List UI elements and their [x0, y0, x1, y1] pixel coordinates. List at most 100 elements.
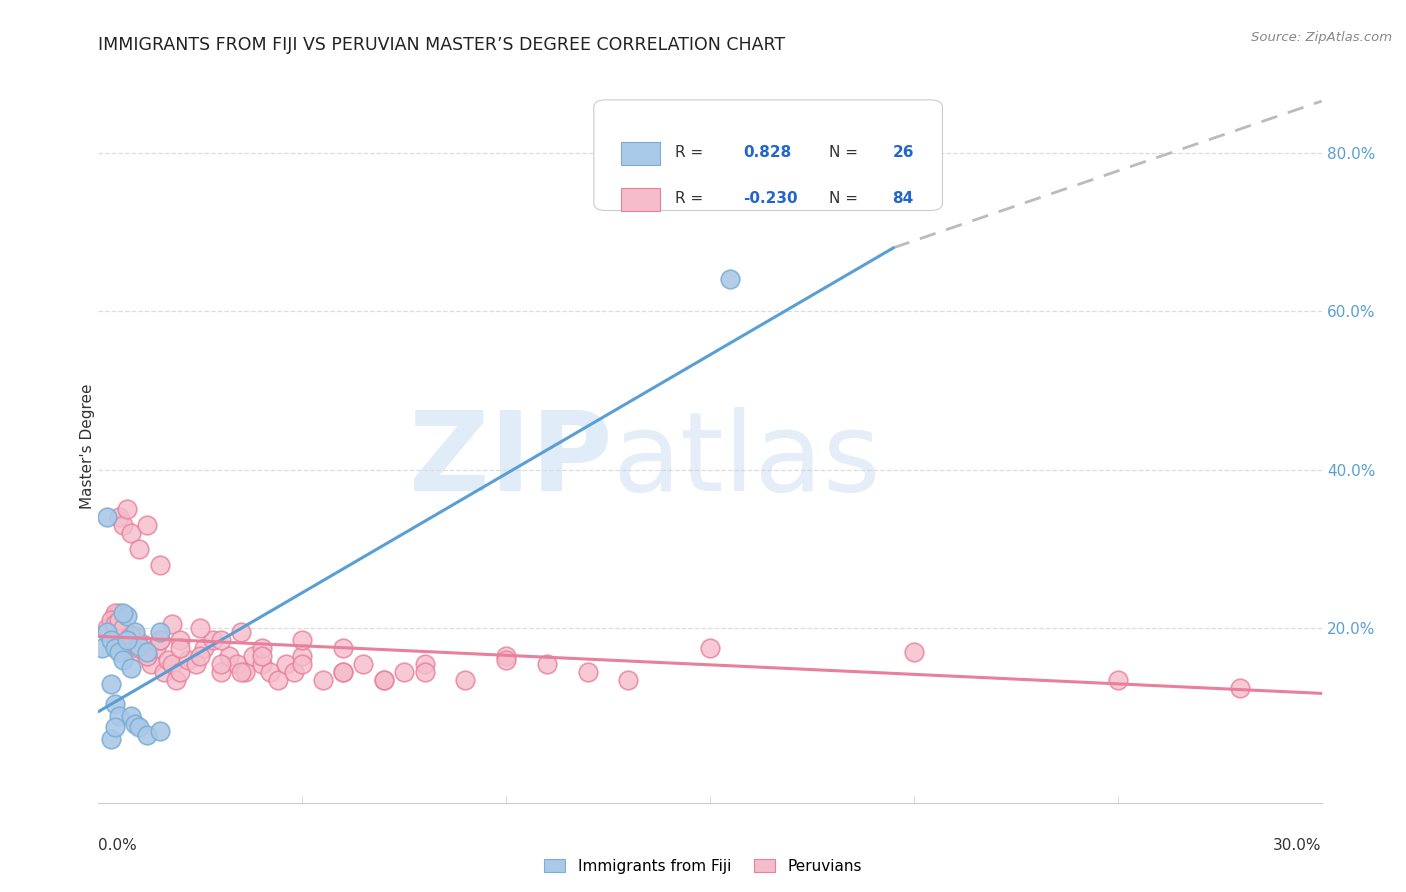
- Point: [699, 641, 721, 656]
- Point: [186, 657, 208, 671]
- Point: [413, 657, 436, 671]
- Point: [209, 633, 232, 648]
- Point: [231, 665, 253, 679]
- Point: [373, 673, 395, 687]
- FancyBboxPatch shape: [620, 142, 659, 165]
- Point: [145, 641, 167, 656]
- Point: [120, 661, 142, 675]
- Point: [91, 641, 114, 656]
- Text: R =: R =: [675, 145, 703, 160]
- Point: [454, 673, 477, 687]
- Point: [115, 633, 138, 648]
- Point: [160, 617, 183, 632]
- Point: [242, 649, 264, 664]
- Point: [136, 649, 159, 664]
- Point: [231, 625, 253, 640]
- Point: [120, 708, 142, 723]
- Point: [136, 728, 159, 742]
- Point: [120, 526, 142, 541]
- Point: [111, 633, 134, 648]
- Point: [128, 721, 150, 735]
- Point: [115, 502, 138, 516]
- Point: [128, 645, 150, 659]
- Point: [108, 606, 131, 620]
- Point: [104, 606, 127, 620]
- Point: [188, 649, 212, 664]
- Point: [536, 657, 558, 671]
- Text: N =: N =: [828, 191, 858, 206]
- Point: [332, 641, 354, 656]
- Point: [332, 665, 354, 679]
- Point: [111, 518, 134, 533]
- Point: [96, 625, 118, 640]
- Point: [115, 609, 138, 624]
- Point: [267, 673, 290, 687]
- Point: [149, 633, 172, 648]
- Point: [1229, 681, 1251, 695]
- Point: [250, 649, 273, 664]
- Point: [274, 657, 297, 671]
- Point: [250, 641, 273, 656]
- Text: 26: 26: [893, 145, 914, 160]
- FancyBboxPatch shape: [620, 188, 659, 211]
- Point: [495, 653, 517, 667]
- Point: [104, 641, 127, 656]
- Point: [108, 708, 131, 723]
- Point: [104, 697, 127, 711]
- Point: [141, 657, 163, 671]
- Point: [104, 617, 127, 632]
- Point: [188, 621, 212, 635]
- Point: [903, 645, 925, 659]
- Point: [259, 665, 281, 679]
- Text: 84: 84: [893, 191, 914, 206]
- Text: ZIP: ZIP: [409, 407, 612, 514]
- Point: [96, 621, 118, 635]
- Point: [250, 657, 273, 671]
- Point: [149, 558, 172, 572]
- Point: [100, 732, 122, 747]
- Point: [136, 649, 159, 664]
- FancyBboxPatch shape: [593, 100, 942, 211]
- Point: [111, 606, 134, 620]
- Text: -0.230: -0.230: [742, 191, 797, 206]
- Point: [156, 653, 179, 667]
- Point: [128, 542, 150, 557]
- Point: [124, 625, 146, 640]
- Legend: Immigrants from Fiji, Peruvians: Immigrants from Fiji, Peruvians: [538, 853, 868, 880]
- Text: 30.0%: 30.0%: [1274, 838, 1322, 854]
- Point: [169, 641, 191, 656]
- Point: [136, 518, 159, 533]
- Point: [201, 633, 224, 648]
- Point: [128, 639, 150, 653]
- Point: [291, 657, 314, 671]
- Point: [132, 637, 155, 651]
- Point: [120, 641, 142, 656]
- Point: [617, 673, 640, 687]
- Point: [165, 673, 187, 687]
- Point: [312, 673, 335, 687]
- Point: [136, 645, 159, 659]
- Point: [291, 633, 314, 648]
- Point: [209, 657, 232, 671]
- Text: R =: R =: [675, 191, 703, 206]
- Point: [120, 629, 142, 643]
- Point: [100, 633, 122, 648]
- Point: [149, 633, 172, 648]
- Point: [100, 614, 122, 628]
- Point: [332, 665, 354, 679]
- Point: [413, 665, 436, 679]
- Point: [1107, 673, 1129, 687]
- Text: atlas: atlas: [612, 407, 880, 514]
- Point: [169, 633, 191, 648]
- Text: 0.828: 0.828: [742, 145, 792, 160]
- Point: [128, 641, 150, 656]
- Point: [193, 641, 215, 656]
- Text: IMMIGRANTS FROM FIJI VS PERUVIAN MASTER’S DEGREE CORRELATION CHART: IMMIGRANTS FROM FIJI VS PERUVIAN MASTER’…: [98, 36, 786, 54]
- Point: [100, 633, 122, 648]
- Point: [111, 621, 134, 635]
- Point: [720, 272, 742, 286]
- Point: [149, 625, 172, 640]
- Point: [576, 665, 599, 679]
- Point: [209, 665, 232, 679]
- Point: [160, 657, 183, 671]
